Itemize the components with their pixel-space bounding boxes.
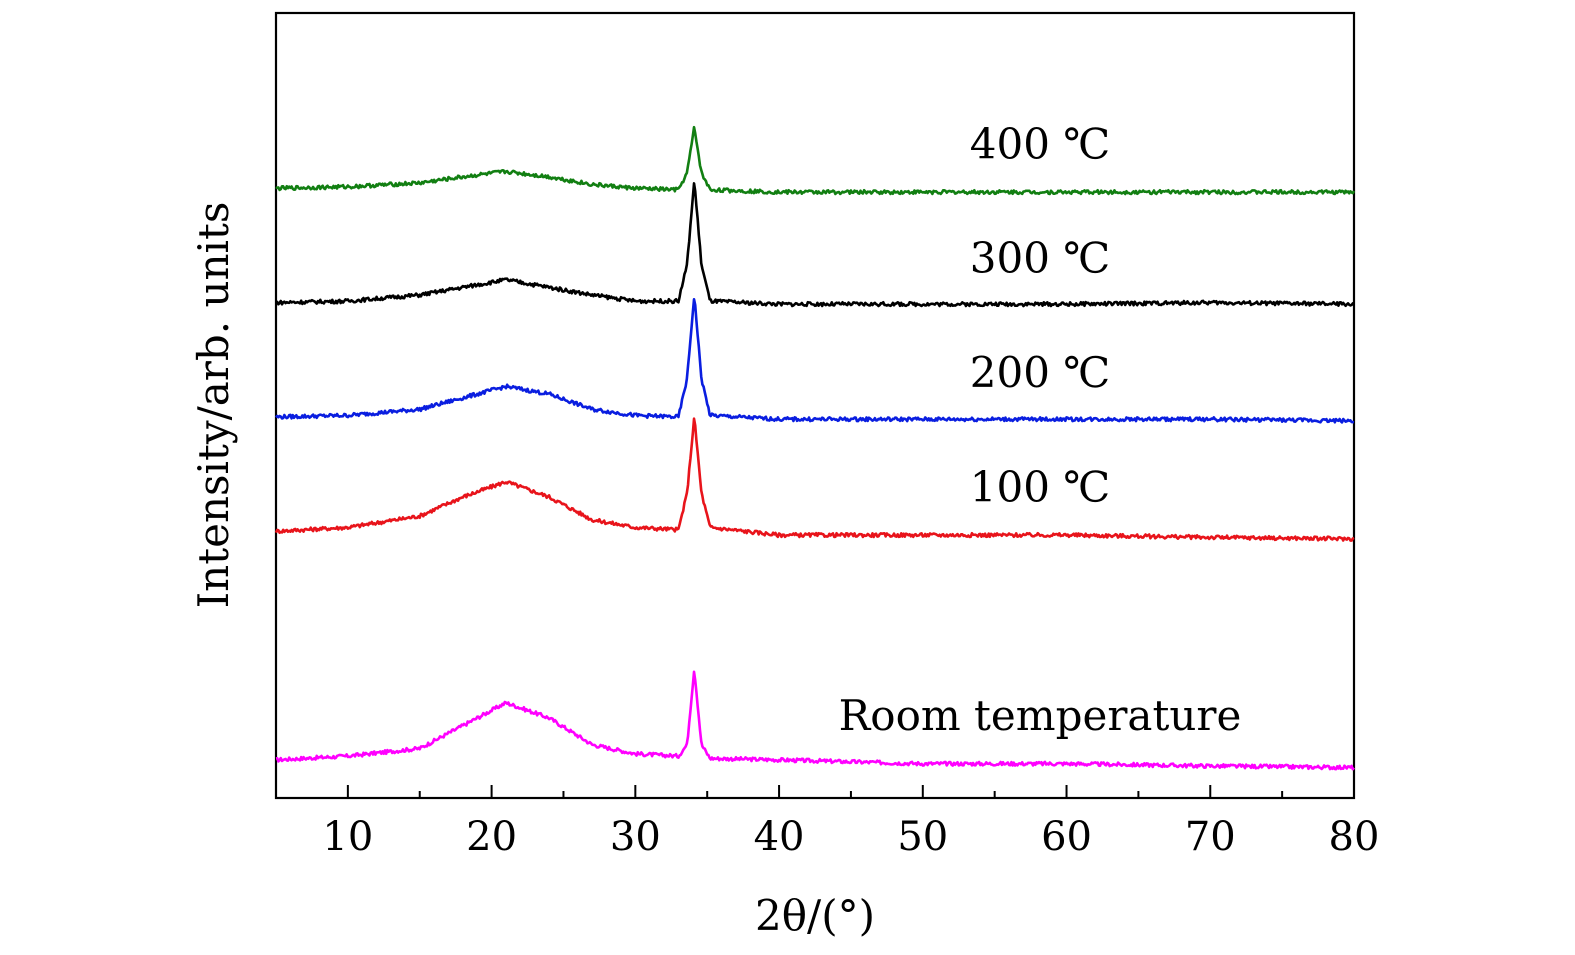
x-tick-label: 60 [1041,814,1092,860]
x-tick-label: 10 [322,814,373,860]
x-axis [275,785,1355,798]
series-line-3 [275,182,1355,308]
series-line-1 [274,417,1355,542]
x-tick-labels: 10 20 30 40 50 60 70 80 [322,814,1379,860]
series-label-2: 200 ℃ [970,348,1111,397]
series-label-0: Room temperature [839,691,1242,740]
x-axis-title: 2θ/(°) [755,891,875,940]
series-labels: Room temperature 100 ℃ 200 ℃ 300 ℃ 400 ℃ [839,119,1242,740]
series-label-1: 100 ℃ [970,462,1111,511]
series-group [274,125,1356,771]
y-axis-title: Intensity/arb. units [189,202,238,609]
x-tick-label: 30 [610,814,661,860]
series-line-2 [274,297,1355,424]
series-label-4: 400 ℃ [970,119,1111,168]
series-line-4 [275,125,1356,196]
x-tick-label: 20 [466,814,517,860]
series-line-0 [275,670,1355,771]
series-label-3: 300 ℃ [970,234,1111,283]
plot-frame [274,11,1356,800]
x-tick-label: 70 [1185,814,1236,860]
x-tick-label: 50 [897,814,948,860]
x-tick-label: 80 [1329,814,1380,860]
x-tick-label: 40 [754,814,805,860]
